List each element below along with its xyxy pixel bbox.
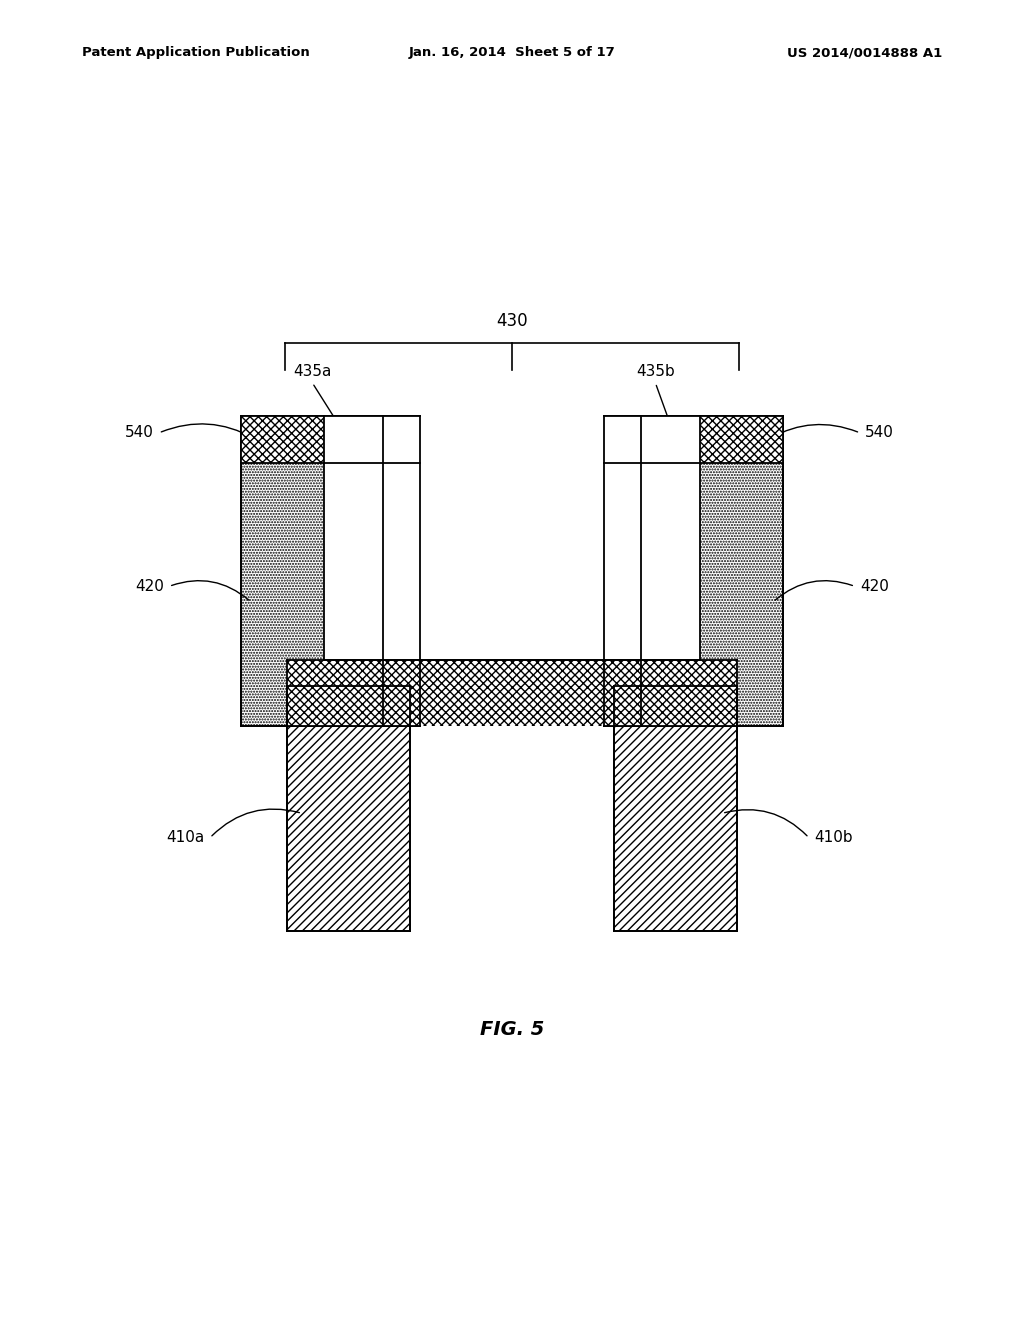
Bar — [604, 416, 783, 726]
Text: 410b: 410b — [814, 830, 853, 845]
Text: Patent Application Publication: Patent Application Publication — [82, 46, 309, 59]
Text: 435a: 435a — [293, 364, 332, 379]
Bar — [383, 416, 420, 726]
Bar — [241, 416, 420, 463]
Bar — [604, 416, 783, 463]
Text: 540: 540 — [125, 425, 154, 441]
Text: Jan. 16, 2014  Sheet 5 of 17: Jan. 16, 2014 Sheet 5 of 17 — [409, 46, 615, 59]
Text: 430: 430 — [497, 312, 527, 330]
Bar — [324, 416, 700, 660]
Bar — [604, 416, 641, 726]
Text: 435b: 435b — [636, 364, 675, 379]
Text: 410a: 410a — [167, 830, 205, 845]
Bar — [614, 686, 737, 931]
Text: FIG. 5: FIG. 5 — [480, 1020, 544, 1039]
Bar — [287, 660, 737, 726]
Text: 420: 420 — [135, 579, 164, 594]
Bar — [241, 416, 420, 726]
Text: US 2014/0014888 A1: US 2014/0014888 A1 — [786, 46, 942, 59]
Text: 540: 540 — [865, 425, 894, 441]
Text: 420: 420 — [860, 579, 889, 594]
Bar — [287, 686, 410, 931]
